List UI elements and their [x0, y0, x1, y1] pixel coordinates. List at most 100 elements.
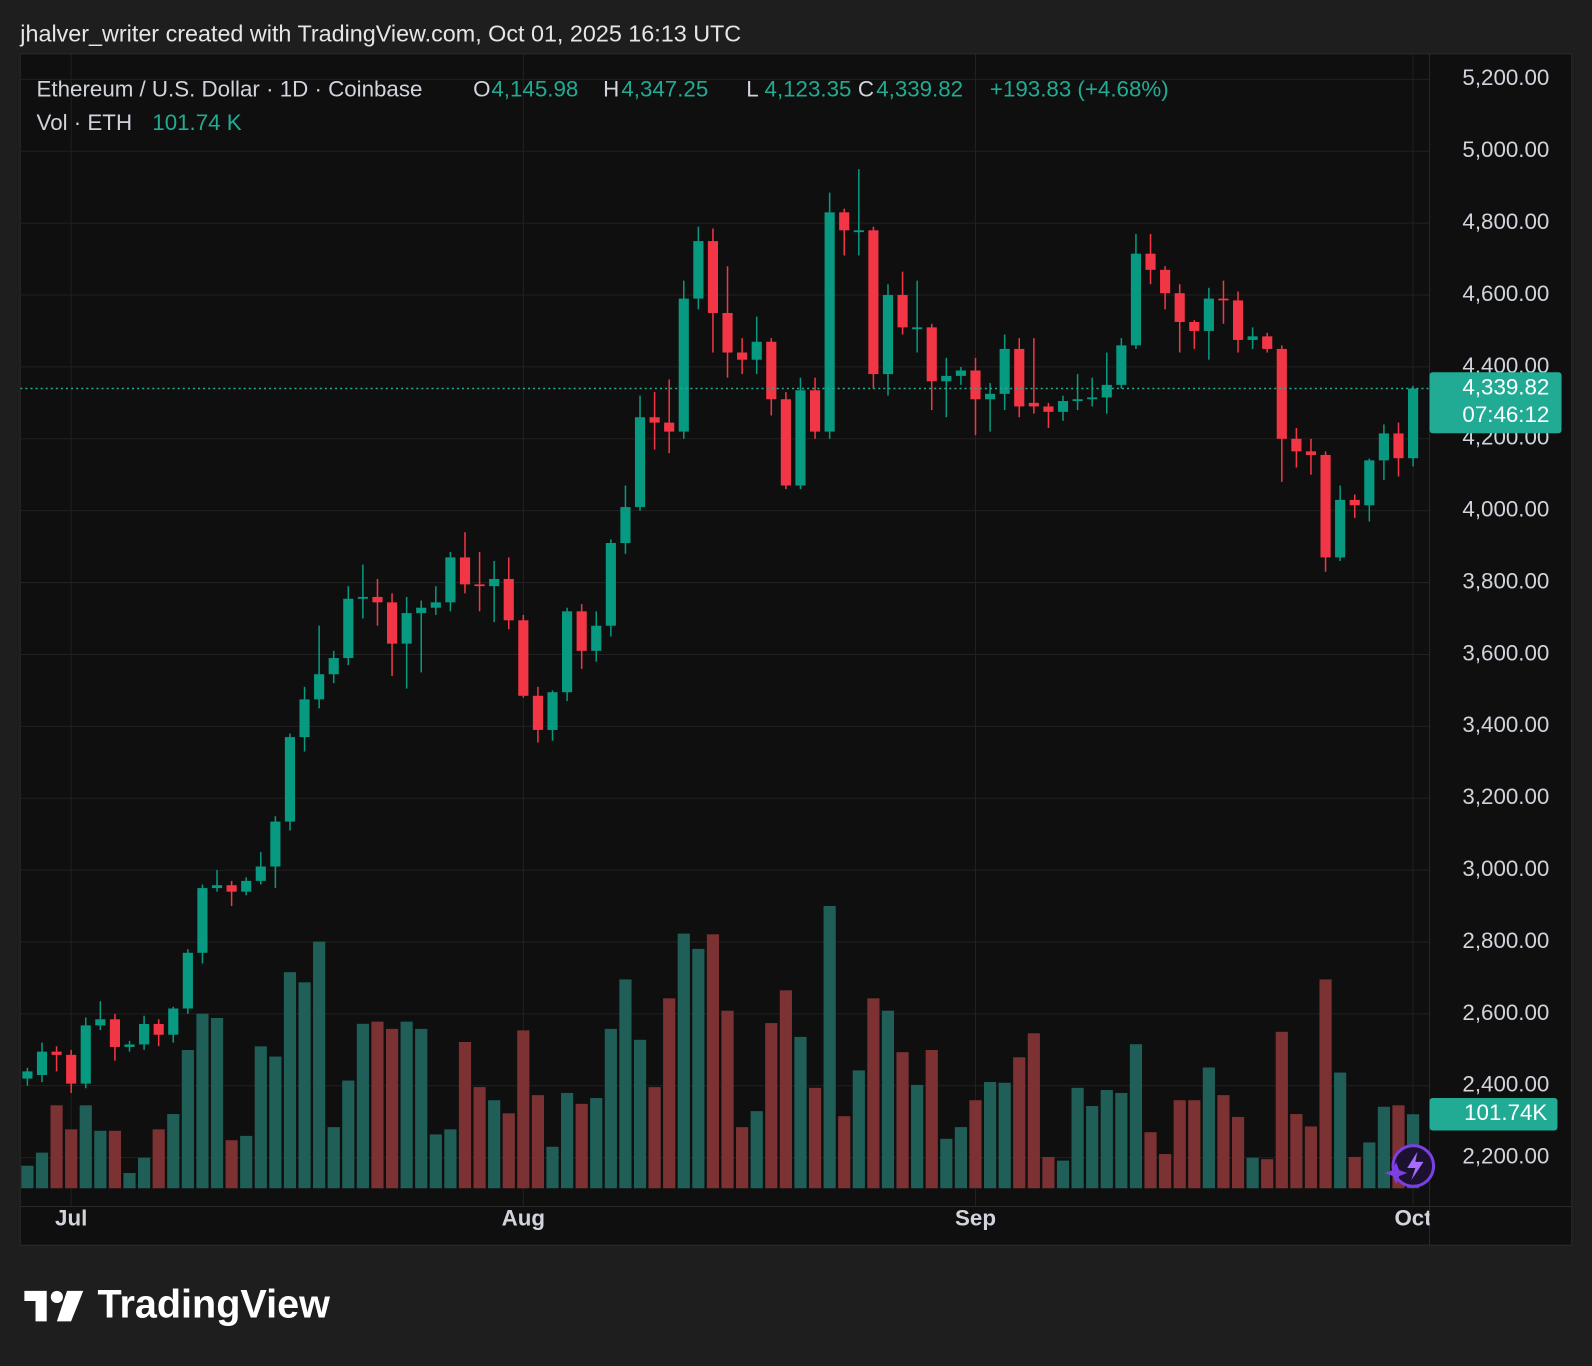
- candle-body: [999, 348, 1010, 394]
- y-tick-label: 4,000.00: [1462, 497, 1549, 522]
- volume-bar: [925, 1050, 938, 1189]
- volume-bar: [269, 1056, 282, 1189]
- candle-body: [1189, 321, 1200, 331]
- volume-bar: [575, 1103, 588, 1189]
- candle-body: [532, 695, 543, 730]
- candle-body: [182, 952, 193, 1009]
- candle-body: [1057, 401, 1069, 412]
- candle-body: [109, 1019, 121, 1047]
- volume-bar: [998, 1082, 1011, 1189]
- x-tick-label: Jul: [55, 1206, 87, 1231]
- volume-bar: [633, 1039, 647, 1189]
- candle-body: [1335, 499, 1346, 558]
- volume-bar: [458, 1042, 472, 1189]
- candle-body: [401, 613, 412, 644]
- candle-body: [591, 625, 602, 651]
- candle-body: [489, 578, 500, 587]
- volume-bar: [1319, 979, 1332, 1189]
- candle-body: [1218, 298, 1229, 301]
- candle-body: [299, 699, 310, 738]
- candle-body: [1262, 336, 1273, 349]
- candle-body: [51, 1051, 62, 1055]
- candle-body: [241, 880, 252, 892]
- volume-bar: [298, 982, 311, 1189]
- candle-body: [751, 341, 762, 360]
- volume-bar: [911, 1084, 924, 1189]
- volume-bar: [254, 1046, 267, 1189]
- candle-body: [824, 212, 835, 432]
- volume-bar: [1202, 1067, 1215, 1189]
- tags: 4,339.82 07:46:12 101.74K: [1429, 372, 1562, 1131]
- candle-body: [226, 885, 237, 892]
- volume-bar: [838, 1116, 851, 1189]
- candle-body: [780, 399, 791, 486]
- candle-body: [357, 596, 368, 599]
- volume-bar: [225, 1140, 238, 1189]
- volume-bar: [50, 1105, 63, 1189]
- candle-body: [168, 1008, 179, 1035]
- candle-body: [1087, 397, 1098, 400]
- candle-body: [1407, 388, 1419, 459]
- volume-bar: [1159, 1154, 1172, 1189]
- volume-tag: [1429, 1097, 1558, 1131]
- candle-body: [1101, 384, 1112, 398]
- candle-body: [1028, 402, 1039, 407]
- candle-body: [868, 230, 879, 375]
- volume-bar: [867, 998, 880, 1189]
- volume-bar: [1261, 1159, 1274, 1189]
- candle-body: [124, 1044, 135, 1047]
- candle-body: [80, 1025, 91, 1084]
- y-tick-label: 5,200.00: [1462, 65, 1549, 90]
- logo-t: [24, 1290, 47, 1322]
- volume-layer: [21, 905, 1420, 1189]
- volume-bar: [356, 1023, 369, 1189]
- volume-bar: [1086, 1106, 1099, 1189]
- icon-star: [1384, 1161, 1408, 1185]
- volume-bar: [210, 1017, 224, 1189]
- candle-body: [1145, 253, 1156, 270]
- volume-bar: [327, 1127, 340, 1189]
- candle-body: [576, 611, 587, 651]
- candle-body: [1291, 438, 1302, 452]
- candle-body: [284, 737, 296, 822]
- y-tick-label: 4,800.00: [1462, 209, 1549, 234]
- volume-bar: [313, 941, 326, 1189]
- volume-bar: [1348, 1156, 1361, 1189]
- volume-tag-label: 101.74K: [1464, 1100, 1547, 1125]
- symbol-title: Ethereum / U.S. Dollar · 1D · Coinbase: [37, 76, 423, 101]
- candle-body: [955, 370, 966, 376]
- candle-body: [1174, 293, 1185, 322]
- candle-body: [1072, 399, 1083, 402]
- volume-bar: [852, 1070, 865, 1189]
- candle-body: [1116, 345, 1127, 385]
- candle-body: [766, 341, 777, 400]
- volume-bar: [663, 998, 676, 1189]
- volume-bar: [1363, 1142, 1376, 1189]
- candle-body: [605, 543, 616, 626]
- candle-body: [518, 620, 529, 696]
- volume-bar: [1027, 1033, 1040, 1189]
- volume-bar: [167, 1114, 180, 1189]
- volume-bar: [940, 1138, 953, 1189]
- y-tick-label: 2,600.00: [1462, 1000, 1549, 1025]
- legend-key: C: [858, 76, 874, 101]
- volume-bar: [1144, 1132, 1157, 1189]
- volume-bar: [969, 1100, 982, 1189]
- volume-bar: [546, 1146, 559, 1189]
- volume-bar: [765, 1023, 778, 1189]
- candle-body: [255, 866, 266, 881]
- candle-body: [314, 674, 325, 700]
- volume-bar: [590, 1098, 603, 1189]
- candle-body: [386, 602, 398, 644]
- candle-body: [22, 1071, 33, 1079]
- volume-last: 101.74 K: [152, 110, 241, 135]
- volume-bar: [1173, 1100, 1186, 1189]
- volume-bar: [1188, 1100, 1201, 1189]
- candle-body: [139, 1023, 150, 1045]
- volume-bar: [808, 1087, 822, 1189]
- candle-body: [1378, 433, 1389, 461]
- volume-bar: [823, 905, 836, 1189]
- candle-body: [634, 417, 646, 508]
- volume-bar: [1246, 1157, 1259, 1189]
